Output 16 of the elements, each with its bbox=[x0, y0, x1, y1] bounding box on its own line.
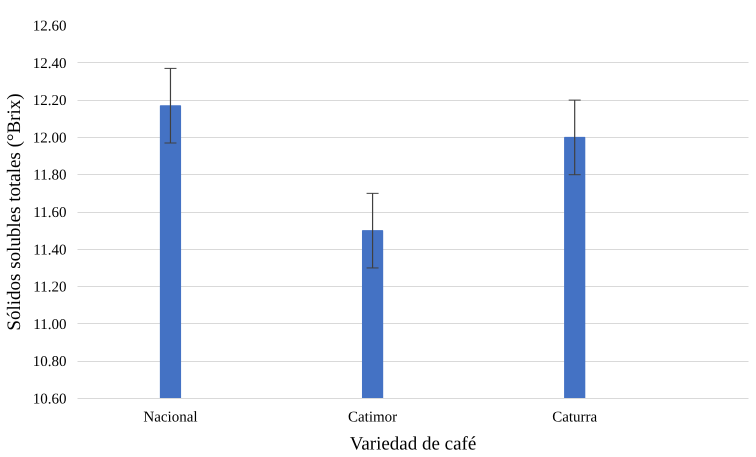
y-tick-label: 12.20 bbox=[32, 93, 66, 110]
x-tick-label: Catimor bbox=[348, 410, 398, 426]
y-axis-title: Sólidos solubles totales (°Brix) bbox=[4, 93, 25, 331]
y-tick-label: 12.40 bbox=[32, 56, 66, 72]
x-tick-label: Caturra bbox=[552, 410, 598, 426]
x-axis-title: Variedad de café bbox=[350, 434, 476, 454]
x-tick-label: Nacional bbox=[143, 410, 198, 426]
y-tick-label: 10.80 bbox=[32, 354, 66, 370]
y-tick-label: 10.60 bbox=[32, 392, 66, 408]
y-tick-label: 11.40 bbox=[33, 242, 67, 258]
y-tick-label: 12.00 bbox=[32, 130, 66, 146]
y-tick-label: 11.60 bbox=[33, 205, 67, 221]
y-tick-label: 11.20 bbox=[33, 280, 67, 296]
y-tick-label: 12.60 bbox=[32, 18, 66, 34]
y-tick-label: 11.80 bbox=[33, 168, 67, 184]
y-tick-label: 11.00 bbox=[33, 316, 67, 333]
